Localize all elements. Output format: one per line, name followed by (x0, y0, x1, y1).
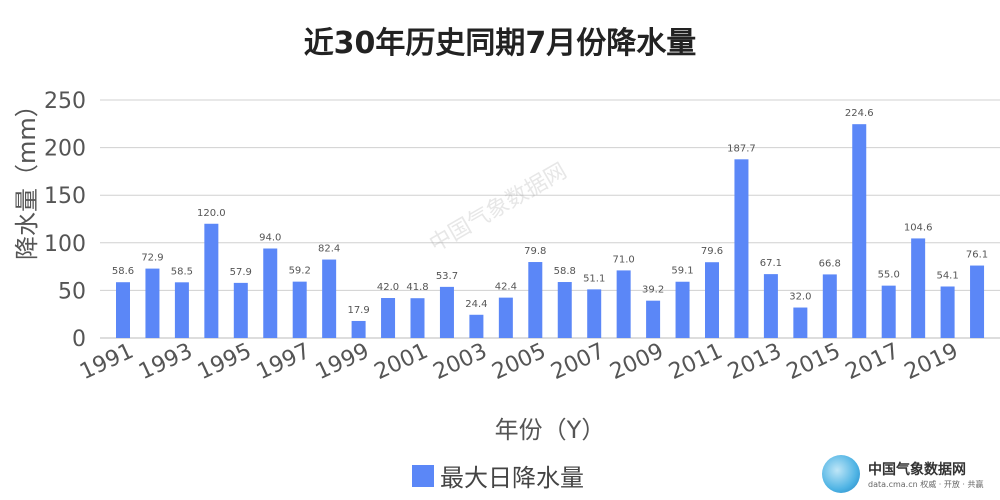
data-label: 42.4 (495, 282, 517, 293)
bar (351, 320, 366, 338)
bar (852, 124, 867, 338)
x-axis-label: 年份（Y） (494, 416, 606, 444)
data-label: 76.1 (966, 250, 988, 261)
logo: 中国气象数据网 data.cma.cn 权威 · 开放 · 共赢 (822, 455, 983, 493)
data-label: 51.1 (583, 273, 605, 284)
data-label: 104.6 (904, 222, 933, 233)
bar (705, 262, 719, 338)
bar (116, 282, 130, 338)
data-label: 41.8 (406, 282, 428, 293)
data-label: 53.7 (436, 271, 458, 282)
data-label: 55.0 (878, 270, 900, 281)
data-label: 67.1 (760, 258, 782, 269)
bar (970, 265, 985, 338)
x-tick-label: 2011 (665, 339, 726, 385)
bar (233, 282, 248, 338)
bar (911, 238, 926, 338)
bar (498, 297, 513, 338)
y-tick-label: 100 (44, 232, 86, 257)
bar (675, 281, 690, 338)
x-tick-label: 2017 (842, 339, 903, 385)
data-label: 224.6 (845, 108, 874, 119)
legend-label: 最大日降水量 (440, 464, 584, 492)
data-label: 24.4 (465, 299, 487, 310)
y-tick-label: 50 (58, 279, 86, 304)
x-tick-label: 2015 (783, 339, 844, 385)
chart-title: 近30年历史同期7月份降水量 (303, 26, 697, 61)
x-tick-label: 2007 (547, 339, 608, 385)
data-label: 120.0 (197, 208, 226, 219)
bar (174, 282, 189, 338)
data-label: 82.4 (318, 244, 340, 255)
data-label: 58.8 (554, 266, 576, 277)
x-tick-label: 2009 (606, 339, 667, 385)
y-tick-label: 150 (44, 184, 86, 209)
x-tick-label: 2013 (724, 339, 785, 385)
data-label: 187.7 (727, 143, 756, 154)
legend: 最大日降水量 (412, 458, 584, 493)
bar (439, 286, 454, 338)
data-label: 71.0 (613, 254, 635, 265)
bar (763, 274, 778, 338)
x-tick-label: 1999 (312, 339, 373, 385)
data-label: 39.2 (642, 285, 664, 296)
x-tick-label: 1997 (253, 339, 314, 385)
data-label: 59.2 (289, 266, 311, 277)
x-tick-label: 1995 (194, 339, 255, 385)
x-tick-label: 2005 (489, 339, 550, 385)
data-label: 58.5 (171, 266, 193, 277)
bar (793, 307, 808, 338)
y-axis-label: 降水量（mm） (13, 93, 41, 260)
x-tick-label: 2001 (371, 339, 432, 385)
legend-swatch (412, 464, 434, 487)
bar (469, 314, 484, 338)
bar (940, 286, 955, 338)
bar (204, 223, 219, 338)
x-tick-label: 2019 (901, 339, 962, 385)
data-label: 58.6 (112, 266, 134, 277)
data-label: 72.9 (141, 253, 163, 264)
data-label: 42.0 (377, 282, 399, 293)
y-tick-label: 200 (44, 137, 86, 162)
bar (410, 298, 425, 338)
data-label: 57.9 (230, 267, 252, 278)
bar (292, 281, 307, 338)
bar (822, 274, 837, 338)
data-label: 17.9 (347, 305, 369, 316)
bar (145, 268, 160, 338)
x-tick-label: 2003 (430, 339, 491, 385)
logo-name: 中国气象数据网 (868, 461, 966, 478)
bar (587, 289, 602, 338)
bar (557, 282, 572, 338)
bar (528, 262, 543, 338)
bar (322, 259, 337, 338)
x-tick-label: 1993 (135, 339, 196, 385)
bar (646, 300, 661, 338)
y-tick-label: 0 (72, 327, 86, 352)
bar (263, 248, 278, 338)
bar (734, 159, 749, 338)
data-label: 94.0 (259, 233, 281, 244)
bar (616, 270, 631, 338)
data-label: 32.0 (789, 292, 811, 303)
data-label: 79.8 (524, 246, 546, 257)
bar (881, 285, 896, 338)
logo-mark-icon (822, 455, 860, 493)
data-label: 79.6 (701, 246, 723, 257)
bar (381, 298, 396, 338)
y-tick-label: 250 (44, 89, 86, 114)
logo-subtitle: data.cma.cn 权威 · 开放 · 共赢 (868, 479, 984, 489)
data-label: 59.1 (671, 266, 693, 277)
data-label: 54.1 (936, 270, 958, 281)
data-label: 66.8 (819, 258, 841, 269)
